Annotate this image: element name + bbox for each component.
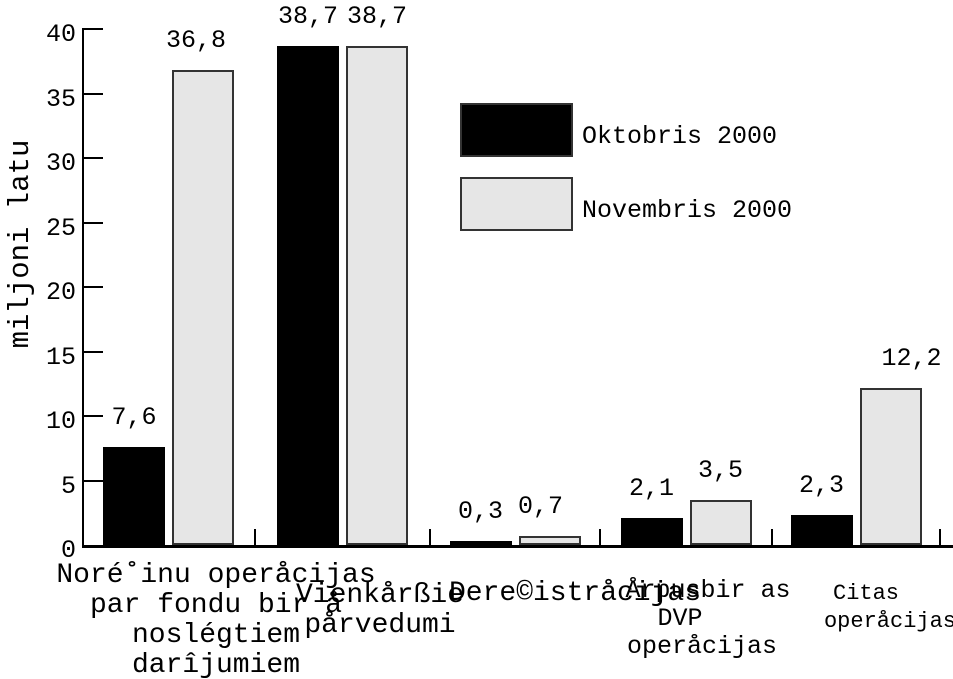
y-tick — [82, 93, 103, 95]
bar-oktobris-2000 — [103, 447, 165, 545]
value-label-oktobris-2000: 2,1 — [628, 474, 675, 503]
bar-novembris-2000 — [689, 500, 752, 545]
y-tick — [82, 286, 103, 288]
y-tick — [82, 415, 103, 417]
legend-label-oktobris-2000: Oktobris 2000 — [582, 122, 778, 151]
bar-oktobris-2000 — [277, 46, 339, 545]
category-label-line: Årpusbir as — [625, 576, 791, 605]
x-tick — [599, 529, 601, 545]
category-label-line: pårvedumi — [304, 610, 456, 641]
x-tick — [254, 529, 256, 545]
value-label-novembris-2000: 3,5 — [697, 456, 744, 485]
legend-swatch-novembris-2000 — [460, 177, 573, 231]
x-tick — [429, 529, 431, 545]
value-label-novembris-2000: 0,7 — [517, 492, 564, 521]
y-tick-label: 40 — [45, 20, 76, 49]
bar-oktobris-2000 — [620, 518, 683, 545]
bar-novembris-2000 — [859, 388, 922, 545]
y-tick — [82, 157, 103, 159]
value-label-oktobris-2000: 2,3 — [798, 471, 845, 500]
x-tick — [771, 529, 773, 545]
category-label-line: par fondu bir å — [89, 590, 343, 621]
y-tick-label: 35 — [45, 85, 76, 114]
y-tick-label: 25 — [45, 214, 76, 243]
category-label-line: DVP — [657, 604, 703, 633]
category-label-line: operåcijas — [626, 632, 778, 661]
x-tick — [939, 529, 941, 545]
y-axis-title: miljoni latu — [4, 139, 37, 349]
bar-oktobris-2000 — [449, 541, 512, 545]
bar-novembris-2000 — [172, 70, 234, 545]
category-label-line: Vienkårßie — [295, 580, 465, 611]
value-label-novembris-2000: 38,7 — [346, 2, 408, 31]
category-label-line: Noré˚inu operåcijas — [56, 560, 376, 591]
category-label-line: Dere©istråcijas — [448, 578, 702, 609]
y-tick — [82, 480, 103, 482]
category-label-line: operåcijas — [823, 609, 953, 634]
value-label-oktobris-2000: 7,6 — [111, 403, 157, 432]
legend-label-novembris-2000: Novembris 2000 — [582, 196, 793, 225]
legend-swatch-oktobris-2000 — [460, 103, 573, 157]
y-tick-label: 0 — [60, 536, 76, 565]
value-label-novembris-2000: 36,8 — [165, 26, 227, 55]
category-label-line: darîjumiem — [131, 650, 301, 679]
category-label-line: Citas — [832, 581, 900, 606]
bar-novembris-2000 — [518, 536, 581, 545]
y-tick-label: 5 — [60, 472, 76, 501]
category-label-line: noslégtiem — [131, 620, 301, 651]
y-tick-label: 10 — [45, 407, 76, 436]
x-axis-line — [82, 545, 953, 548]
value-label-novembris-2000: 12,2 — [881, 344, 942, 373]
bar-novembris-2000 — [346, 46, 408, 545]
y-tick — [82, 28, 103, 30]
y-tick-label: 20 — [45, 278, 76, 307]
value-label-oktobris-2000: 0,3 — [457, 497, 504, 526]
y-tick — [82, 222, 103, 224]
y-tick — [82, 351, 103, 353]
y-tick-label: 30 — [45, 149, 76, 178]
bar-oktobris-2000 — [790, 515, 853, 545]
y-axis-line — [82, 28, 84, 548]
y-tick-label: 15 — [45, 343, 76, 372]
value-label-oktobris-2000: 38,7 — [277, 2, 339, 31]
